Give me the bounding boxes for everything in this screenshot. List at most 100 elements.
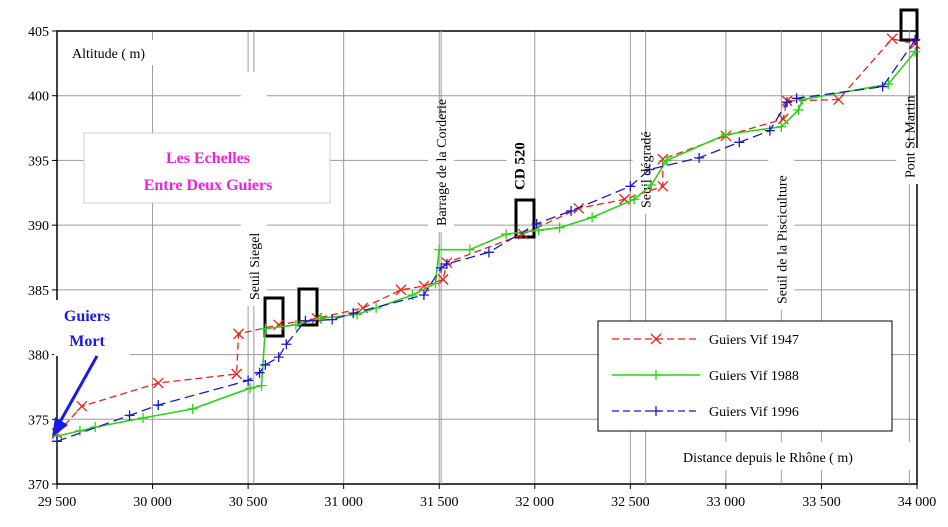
data-point (187, 403, 198, 414)
series-guiers-vif-1988 (52, 46, 921, 442)
series-guiers-vif-1996 (52, 35, 921, 447)
data-point (273, 352, 284, 363)
data-point (501, 229, 512, 240)
data-point (554, 222, 565, 233)
confluence-box (54, 300, 130, 356)
highlight-box (514, 198, 536, 239)
data-point (910, 35, 921, 46)
data-point (434, 244, 445, 255)
x-tick-label: 31 000 (324, 495, 363, 510)
legend-label: Guiers Vif 1996 (709, 405, 799, 420)
data-point (138, 412, 148, 423)
annotations: Seuil Siegel Barrage de la Corderie CD 520… (240, 8, 923, 484)
data-point (587, 212, 598, 223)
highlight-box (263, 296, 285, 338)
y-tick-label: 375 (28, 413, 49, 428)
data-point (152, 377, 164, 389)
data-point (877, 81, 888, 92)
series-layer (51, 33, 921, 447)
x-tick-label: 33 000 (707, 495, 746, 510)
data-point (793, 104, 804, 115)
y-tick-label: 380 (28, 349, 49, 364)
data-point (256, 380, 267, 391)
data-point (517, 228, 529, 240)
y-tick-label: 370 (28, 478, 49, 493)
data-point (651, 370, 661, 380)
data-point (566, 205, 577, 216)
confluence-label-line-2: Mort (69, 333, 105, 350)
y-tick-label: 405 (28, 25, 49, 40)
structure-label: Barrage de la Corderie (435, 99, 450, 226)
legend-item: Guiers Vif 1947 (612, 333, 799, 348)
x-tick-label: 31 500 (420, 495, 459, 510)
data-point (90, 422, 101, 433)
y-tick-label: 390 (28, 219, 49, 234)
x-tick-label: 32 500 (611, 495, 650, 510)
data-point (290, 319, 301, 330)
data-point (243, 375, 254, 386)
structure-label-bg (428, 118, 455, 232)
confluence-label-line-1: Guiers (64, 308, 110, 325)
data-point (281, 339, 292, 350)
x-tick-label: 30 500 (229, 495, 268, 510)
highlight-box (899, 8, 919, 42)
highlight-box (297, 287, 319, 327)
data-point (629, 194, 640, 205)
data-point (644, 164, 655, 175)
data-point (418, 290, 429, 301)
data-point (395, 284, 407, 296)
confluence-arrow (52, 355, 99, 437)
data-point (776, 121, 787, 132)
x-axis-label: Distance depuis le Rhône ( m) (683, 451, 853, 466)
data-point (886, 33, 898, 45)
data-point (694, 152, 705, 163)
structure-label-bg (768, 132, 795, 310)
data-point (430, 278, 441, 289)
plot-frame (56, 30, 918, 485)
data-point (910, 46, 921, 57)
data-point (153, 400, 164, 411)
data-point (797, 94, 808, 105)
data-point (764, 125, 775, 136)
data-point (348, 308, 359, 319)
data-point (300, 315, 311, 326)
data-point (464, 244, 475, 255)
site-title-line-2: Entre Deux Guiers (144, 177, 273, 194)
data-point (76, 400, 88, 412)
ylabel-box (60, 40, 176, 65)
data-point (124, 410, 135, 421)
data-point (231, 368, 243, 380)
data-point (734, 137, 745, 148)
legend: Guiers Vif 1947 Guiers Vif 1988 Guiers Vif… (597, 320, 893, 432)
data-point (254, 367, 265, 378)
legend-label: Guiers Vif 1988 (709, 369, 799, 384)
data-point (245, 383, 256, 394)
site-title-line-1: Les Echelles (166, 150, 250, 167)
data-point (74, 425, 85, 436)
structure-label: Pont St Martin (903, 96, 918, 178)
data-point (52, 436, 62, 447)
data-point (833, 94, 845, 106)
data-point (315, 313, 326, 324)
data-point (531, 218, 542, 229)
x-tick-label: 30 000 (133, 495, 172, 510)
legend-item: Guiers Vif 1988 (612, 369, 799, 384)
data-point (483, 247, 494, 258)
structure-label: Seuil Siegel (248, 233, 263, 300)
y-axis-label: Altitude ( m) (72, 47, 145, 62)
x-tick-label: 32 000 (516, 495, 555, 510)
y-tick-label: 400 (28, 90, 49, 105)
x-tick-label: 34 000 (898, 495, 937, 510)
data-point (646, 180, 657, 191)
structure-label-bg (896, 148, 923, 184)
data-point (233, 328, 245, 340)
series-line (56, 39, 916, 442)
structure-label: Seuil de la Pisciculture (775, 175, 790, 304)
y-tick-label: 385 (28, 284, 49, 299)
data-point (791, 93, 802, 104)
data-point (441, 258, 452, 269)
legend-item: Guiers Vif 1996 (612, 405, 799, 420)
data-point (436, 262, 447, 273)
